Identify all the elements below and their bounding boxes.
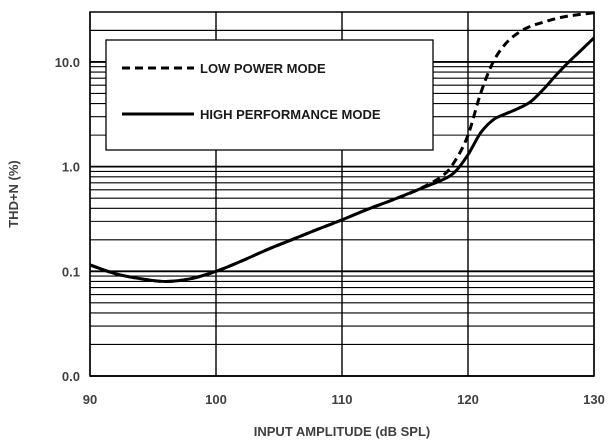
series-layer bbox=[89, 11, 596, 283]
y-tick-label: 1.0 bbox=[62, 160, 80, 175]
legend-box bbox=[105, 39, 434, 151]
plot-frame bbox=[89, 11, 595, 377]
x-tick-label: 90 bbox=[83, 392, 97, 407]
y-tick-label: 0.0 bbox=[62, 369, 80, 384]
legend-label: HIGH PERFORMANCE MODE bbox=[200, 107, 381, 122]
x-tick-label: 110 bbox=[332, 392, 353, 407]
y-tick-label: 0.1 bbox=[62, 264, 80, 279]
legend-label: LOW POWER MODE bbox=[200, 61, 326, 76]
tick-labels: 90 100 110 120 130 0.0 0.1 1.0 10.0 bbox=[55, 55, 605, 407]
y-tick-label: 10.0 bbox=[55, 55, 80, 70]
y-axis-title: THD+N (%) bbox=[6, 160, 21, 228]
x-tick-label: 120 bbox=[457, 392, 479, 407]
plot-border bbox=[89, 11, 595, 377]
x-axis-title: INPUT AMPLITUDE (dB SPL) bbox=[254, 424, 430, 439]
legend: LOW POWER MODE HIGH PERFORMANCE MODE bbox=[105, 39, 434, 151]
series-line-high-performance bbox=[89, 36, 596, 283]
x-tick-label: 130 bbox=[583, 392, 605, 407]
x-tick-label: 100 bbox=[205, 392, 227, 407]
